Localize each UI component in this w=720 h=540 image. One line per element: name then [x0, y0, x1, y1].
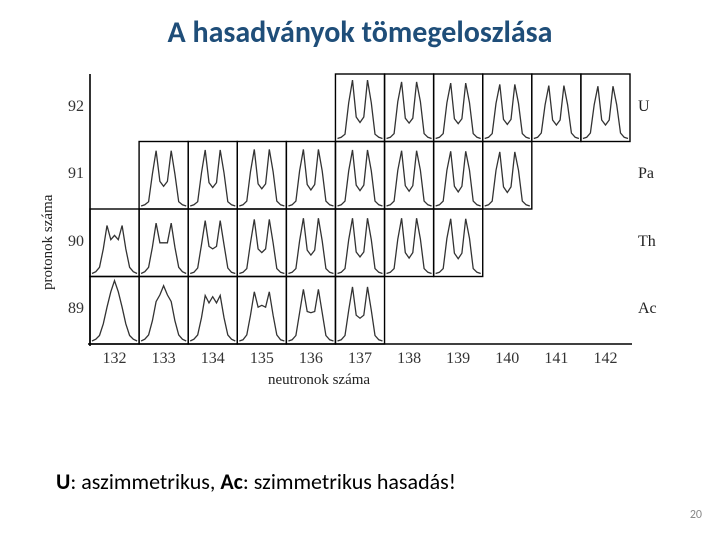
row-element-label: U [638, 98, 650, 116]
caption: U: aszimmetrikus, Ac: szimmetrikus hasad… [56, 468, 456, 495]
caption-ac-desc: : szimmetrikus hasadás! [243, 468, 456, 495]
row-element-label: Ac [638, 300, 657, 318]
y-tick: 92 [56, 98, 84, 116]
x-tick: 142 [584, 350, 626, 368]
y-tick: 90 [56, 233, 84, 251]
x-tick: 136 [290, 350, 332, 368]
slide-title: A hasadványok tömegeloszlása [0, 14, 720, 51]
caption-u: U [56, 468, 70, 495]
x-tick: 134 [192, 350, 234, 368]
x-tick: 137 [339, 350, 381, 368]
page-number: 20 [690, 508, 702, 522]
x-tick: 138 [388, 350, 430, 368]
x-tick: 133 [143, 350, 185, 368]
row-element-label: Th [638, 233, 656, 251]
caption-ac: Ac [220, 468, 243, 495]
y-tick: 89 [56, 300, 84, 318]
x-tick: 135 [241, 350, 283, 368]
caption-u-desc: : aszimmetrikus, [70, 468, 220, 495]
x-tick: 141 [535, 350, 577, 368]
grid-svg [48, 70, 673, 390]
x-tick: 139 [437, 350, 479, 368]
y-tick: 91 [56, 165, 84, 183]
x-tick: 140 [486, 350, 528, 368]
x-tick: 132 [94, 350, 136, 368]
row-element-label: Pa [638, 165, 654, 183]
fragment-mass-chart: protonok száma neutronok száma 92U91Pa90… [48, 70, 673, 415]
